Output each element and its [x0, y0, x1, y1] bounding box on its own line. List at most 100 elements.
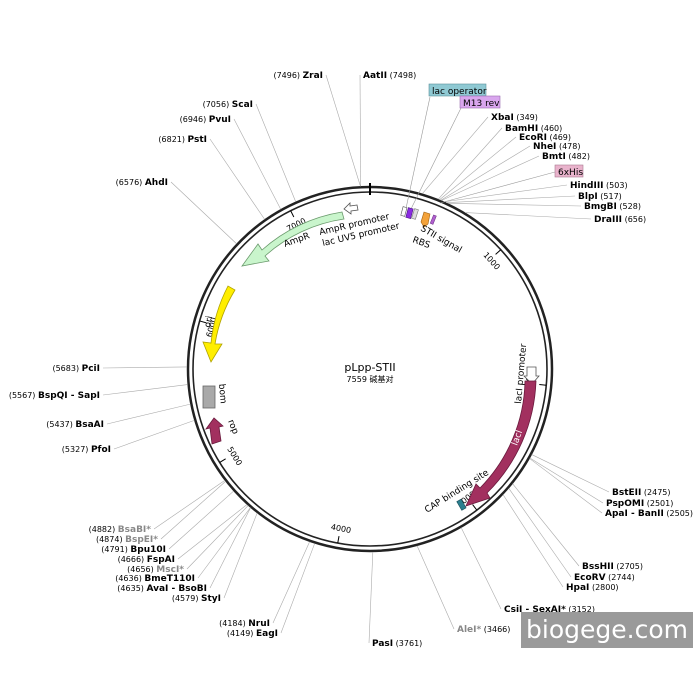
enzyme-leader-line — [464, 212, 592, 220]
enzyme-label: (5327) PfoI — [62, 445, 111, 455]
enzyme-name: EcoRV — [574, 573, 606, 583]
enzyme-label: (6821) PstI — [158, 135, 207, 145]
enzyme-position: (4666) — [118, 555, 147, 564]
enzyme-position: (5437) — [46, 420, 75, 429]
enzyme-position: (4636) — [115, 574, 144, 583]
enzyme-leader-line — [102, 366, 188, 369]
boxed-labels: lac operator M13 rev 6xHis — [404, 83, 583, 214]
enzyme-label: PasI (3761) — [372, 639, 422, 649]
enzyme-name: StyI — [201, 594, 221, 604]
enzyme-label: HpaI (2800) — [566, 583, 619, 593]
enzyme-leader-line — [197, 507, 251, 579]
enzyme-label: BamHI (460) — [505, 124, 562, 134]
enzyme-leader-line — [368, 551, 374, 644]
enzyme-label: (4882) BsaBI* — [89, 525, 152, 535]
enzyme-position: (5327) — [62, 445, 91, 454]
enzyme-leader-line — [170, 181, 237, 244]
enzyme-label: (5683) PciI — [52, 364, 100, 374]
enzyme-leader-line — [272, 541, 310, 624]
enzyme-label: (4791) Bpu10I — [101, 545, 166, 555]
m13-rev-line — [409, 107, 462, 212]
enzyme-label: CsiI - SexAI* (3152) — [504, 605, 595, 615]
enzyme-name: PasI — [372, 639, 393, 649]
enzyme-leader-line — [460, 527, 502, 610]
enzyme-position: (517) — [598, 192, 622, 201]
enzyme-position: (6821) — [158, 135, 187, 144]
ruler-tick-label: 5000 — [225, 445, 243, 467]
enzyme-name: FspAI — [147, 555, 175, 565]
plasmid-length: 7559 碱基对 — [347, 374, 394, 384]
enzyme-position: (656) — [622, 215, 646, 224]
enzyme-leader-line — [325, 74, 361, 187]
enzyme-leader-line — [160, 481, 226, 540]
enzyme-label: (4579) StyI — [172, 594, 221, 604]
enzyme-name: HindIII — [570, 181, 604, 191]
enzyme-name: DraIII — [594, 215, 622, 225]
enzyme-position: (469) — [547, 133, 571, 142]
lac-operator-line — [404, 96, 431, 214]
enzyme-leader-line — [438, 127, 503, 200]
enzyme-leader-line — [439, 136, 517, 200]
enzyme-name: MscI* — [156, 565, 184, 575]
enzyme-label: DraIII (656) — [594, 215, 646, 225]
enzyme-position: (482) — [566, 152, 590, 161]
enzyme-position: (7056) — [203, 100, 232, 109]
enzyme-name: AatII — [363, 71, 387, 81]
laci-promoter-feature — [523, 366, 540, 385]
enzyme-position: (7498) — [387, 71, 416, 80]
enzyme-position: (2475) — [641, 488, 670, 497]
enzyme-name: BspQI - SapI — [38, 391, 100, 401]
laci-label: lacI — [510, 429, 525, 447]
enzyme-name: XbaI — [491, 113, 514, 123]
enzyme-lines — [102, 74, 610, 644]
enzyme-name: EcoRI — [519, 133, 547, 143]
enzyme-name: BspEI* — [125, 535, 158, 545]
enzyme-label: (7056) ScaI — [203, 100, 253, 110]
enzyme-leader-line — [153, 480, 225, 530]
ruler-tick — [199, 320, 207, 324]
enzyme-name: BmgBI — [584, 202, 617, 212]
enzyme-name: NheI — [533, 142, 556, 152]
enzyme-position: (2505) — [664, 509, 693, 518]
enzyme-name: BsaAI — [75, 420, 104, 430]
enzyme-label: (4666) FspAI — [118, 555, 175, 565]
enzyme-leader-line — [113, 420, 195, 450]
enzyme-label: XbaI (349) — [491, 113, 538, 123]
enzyme-position: (478) — [556, 142, 580, 151]
enzyme-name: BstEII — [612, 488, 641, 498]
enzyme-label: HindIII (503) — [570, 181, 628, 191]
enzyme-position: (3761) — [393, 639, 422, 648]
enzyme-label: (4636) BmeT110I — [115, 574, 195, 584]
enzyme-label: BmgBI (528) — [584, 202, 641, 212]
enzyme-leader-line — [106, 403, 191, 425]
enzyme-position: (4579) — [172, 594, 201, 603]
enzyme-position: (2744) — [606, 573, 635, 582]
enzyme-name: BamHI — [505, 124, 538, 134]
enzyme-leader-line — [512, 483, 580, 567]
enzyme-label: (4635) AvaI - BsoBI — [117, 584, 207, 594]
enzyme-name: NruI — [248, 619, 270, 629]
enzyme-label: BstEII (2475) — [612, 488, 671, 498]
enzyme-name: PfoI — [91, 445, 111, 455]
features — [202, 202, 540, 511]
lac-uv5-promoter-feature — [400, 206, 408, 217]
enzyme-leader-line — [223, 512, 258, 599]
enzyme-leader-line — [102, 384, 188, 396]
enzyme-leader-line — [529, 458, 603, 514]
ruler-tick-label: 1000 — [481, 251, 501, 272]
enzyme-position: (5567) — [9, 391, 38, 400]
enzyme-leader-line — [444, 184, 568, 203]
enzyme-name: ZraI — [303, 71, 323, 81]
enzyme-position: (6576) — [116, 178, 145, 187]
enzyme-label: (4184) NruI — [219, 619, 270, 629]
ori-feature — [202, 285, 236, 363]
enzyme-name: AleI* — [457, 625, 482, 635]
m13-rev-box — [459, 95, 501, 109]
ruler-tick — [472, 504, 478, 511]
enzyme-label: (5437) BsaAI — [46, 420, 104, 430]
enzyme-position: (349) — [514, 113, 538, 122]
enzyme-leader-line — [168, 490, 234, 550]
lac-operator-box — [428, 83, 487, 97]
enzyme-leader-line — [502, 494, 564, 588]
